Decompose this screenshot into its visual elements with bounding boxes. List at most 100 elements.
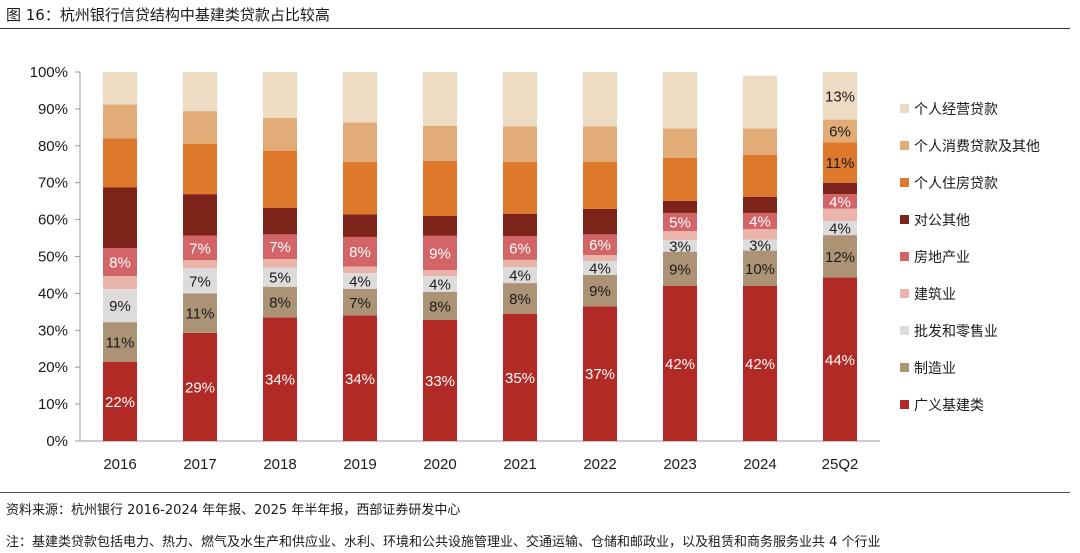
bar-segment (343, 273, 377, 289)
bar-segment (103, 288, 137, 323)
data-label: 5% (269, 270, 291, 287)
bar-segment (823, 235, 857, 278)
data-label: 6% (829, 124, 851, 141)
bar-segment (423, 291, 457, 320)
legend-label: 制造业 (914, 360, 956, 376)
data-label: 10% (745, 261, 775, 278)
data-label: 6% (589, 237, 611, 254)
legend-swatch (900, 326, 909, 335)
y-tick-label: 50% (38, 249, 68, 266)
bar-segment (663, 128, 697, 158)
x-tick-label: 2020 (423, 456, 456, 473)
bar-segment (663, 251, 697, 287)
bar-segment (743, 196, 777, 213)
data-label: 9% (429, 245, 451, 262)
bar-segment (663, 200, 697, 213)
bar-segment (263, 286, 297, 318)
bar-segment (183, 268, 217, 294)
data-label: 9% (669, 261, 691, 278)
bar-segment (503, 126, 537, 163)
legend-swatch (900, 252, 909, 261)
y-tick-label: 20% (38, 359, 68, 376)
bar-segment (343, 214, 377, 237)
bar-segment (503, 283, 537, 314)
bar-segment (583, 72, 617, 127)
legend-label: 对公其他 (914, 212, 970, 228)
data-label: 42% (665, 356, 695, 373)
data-label: 29% (185, 379, 215, 396)
bar-segment (103, 361, 137, 441)
legend-swatch (900, 141, 909, 150)
y-tick-label: 30% (38, 322, 68, 339)
bar-segment (823, 277, 857, 441)
bar-segment (183, 111, 217, 144)
bar-segment (743, 286, 777, 441)
bar-segment (103, 276, 137, 289)
bar-segment (583, 234, 617, 256)
data-label: 3% (669, 238, 691, 255)
figure-title: 图 16：杭州银行信贷结构中基建类贷款占比较高 (6, 6, 330, 24)
bar-segment (583, 126, 617, 162)
bar-segment (503, 72, 537, 127)
bar-segment (663, 231, 697, 240)
legend-swatch (900, 363, 909, 372)
x-tick-label: 2016 (103, 456, 136, 473)
legend-label: 个人经营贷款 (914, 101, 998, 117)
data-label: 8% (349, 244, 371, 261)
bar-segment (183, 235, 217, 261)
legend-label: 批发和零售业 (914, 323, 998, 339)
bar-segment (663, 286, 697, 441)
bar-segment (423, 235, 457, 271)
x-tick-label: 2018 (263, 456, 296, 473)
legend-label: 建筑业 (914, 286, 956, 302)
data-label: 3% (749, 238, 771, 255)
bar-segment (823, 119, 857, 143)
data-label: 44% (825, 352, 855, 369)
bar-segment (583, 208, 617, 235)
bar-segment (583, 306, 617, 441)
bar-segment (423, 270, 457, 277)
y-tick-label: 70% (38, 175, 68, 192)
bar-segment (343, 236, 377, 267)
bar-segment (423, 215, 457, 236)
data-label: 11% (186, 306, 215, 323)
legend-label: 个人住房贷款 (914, 175, 998, 191)
y-tick-label: 0% (46, 433, 68, 450)
data-label: 4% (429, 276, 451, 293)
data-label: 13% (825, 88, 855, 105)
legend-label: 房地产业 (914, 249, 970, 265)
bar-segment (343, 315, 377, 441)
data-label: 8% (509, 291, 531, 308)
bar-segment (823, 182, 857, 195)
y-tick-label: 60% (38, 212, 68, 229)
x-tick-label: 2023 (663, 456, 696, 473)
data-label: 11% (826, 155, 855, 172)
bar-segment (263, 150, 297, 208)
legend-swatch (900, 215, 909, 224)
data-label: 12% (825, 249, 855, 266)
bar-segment (343, 162, 377, 215)
bar-segment (503, 267, 537, 284)
bar-segment (503, 313, 537, 441)
stacked-bar-chart: 0% 10% 20% 30% 40% 50% 60% 70% 80% 90% 100% 22% 11% 9… (30, 64, 1040, 473)
x-tick-label: 2019 (343, 456, 376, 473)
data-label: 8% (109, 255, 131, 272)
bar-segment (183, 194, 217, 236)
bar-segment (503, 162, 537, 214)
bar-segment (423, 72, 457, 126)
bar-segment (743, 75, 777, 129)
bar-segment (503, 213, 537, 237)
bar-segment (743, 212, 777, 230)
bar-segment (663, 157, 697, 201)
data-label: 7% (189, 273, 211, 290)
data-label: 9% (109, 298, 131, 315)
bar-segment (103, 104, 137, 139)
data-label: 33% (425, 373, 455, 390)
y-tick-label: 80% (38, 138, 68, 155)
bar-segment (343, 288, 377, 316)
bar-segment (423, 319, 457, 441)
data-label: 4% (349, 274, 371, 291)
bar-segment (583, 274, 617, 307)
footer-divider (0, 492, 1070, 493)
bar-segment (263, 234, 297, 260)
